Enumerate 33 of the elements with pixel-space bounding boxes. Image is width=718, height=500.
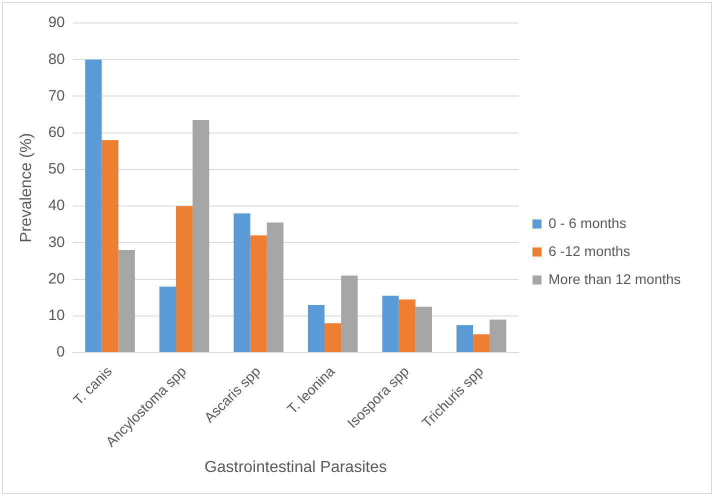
- bar: [234, 213, 250, 352]
- y-tick-label: 70: [48, 87, 65, 104]
- bar: [159, 286, 176, 352]
- y-tick-label: 30: [48, 234, 65, 251]
- bar: [192, 120, 210, 352]
- y-tick-label: 10: [48, 307, 65, 324]
- bar: [176, 206, 193, 352]
- bar: [308, 304, 325, 352]
- legend-label: 0 - 6 months: [548, 214, 626, 231]
- bar: [473, 334, 490, 352]
- y-tick-label: 90: [48, 14, 65, 32]
- bar: [266, 222, 284, 352]
- y-tick-label: 50: [48, 160, 65, 178]
- bar: [398, 299, 416, 352]
- y-tick-label: 20: [48, 270, 65, 288]
- y-axis-title: Prevalence (%): [18, 133, 36, 242]
- bar: [456, 325, 474, 352]
- y-tick-label: 40: [48, 197, 65, 214]
- bar: [250, 235, 267, 352]
- legend-label: More than 12 months: [548, 270, 681, 287]
- y-tick-label: 80: [48, 50, 65, 68]
- y-tick-label: 0: [56, 344, 65, 361]
- bar: [382, 296, 399, 352]
- bar: [85, 60, 102, 352]
- x-axis-title: Gastrointestinal Parasites: [204, 458, 387, 476]
- bar: [102, 140, 118, 352]
- y-tick-label: 60: [48, 124, 65, 141]
- bar: [324, 323, 342, 352]
- bar: [415, 306, 432, 352]
- legend-label: 6 -12 months: [548, 242, 630, 259]
- bar: [341, 276, 358, 352]
- bar: [118, 250, 135, 352]
- bar: [490, 320, 506, 352]
